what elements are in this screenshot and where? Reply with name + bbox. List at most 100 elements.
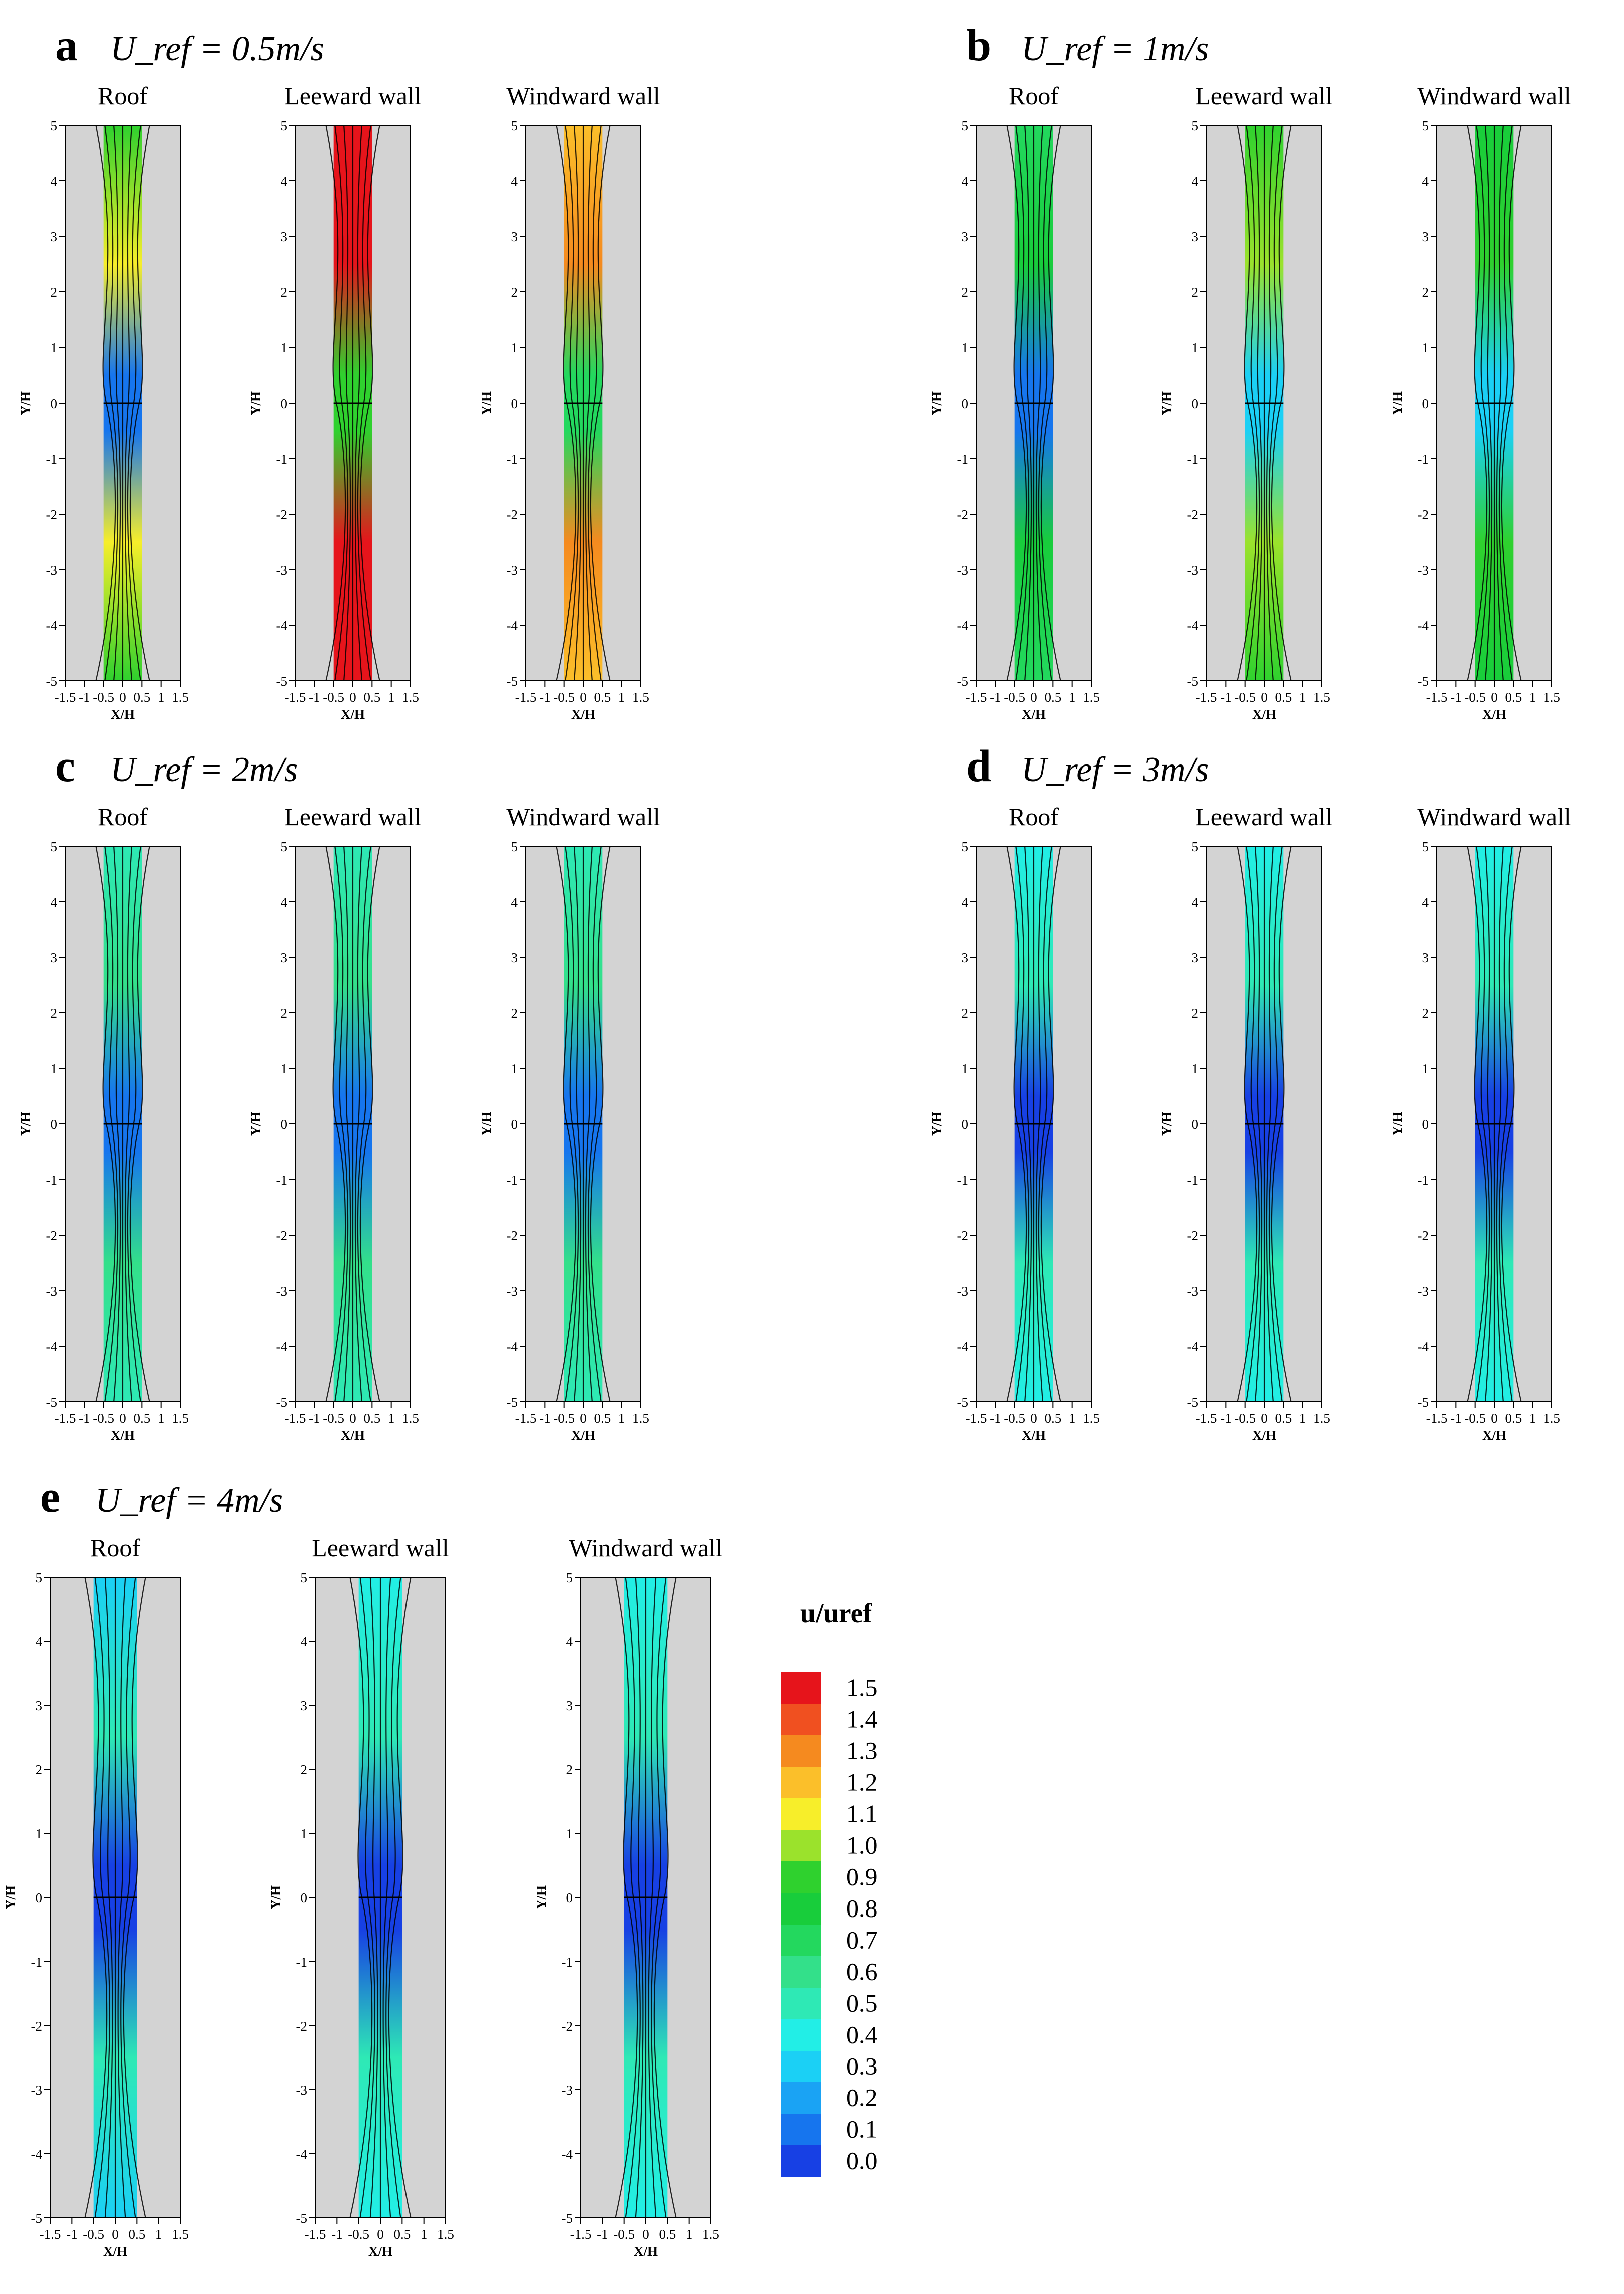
x-tick-label: -1.5 <box>515 1411 537 1426</box>
x-tick-label: 1 <box>1529 1411 1536 1426</box>
y-tick-label: -1 <box>507 452 518 467</box>
y-tick-label: -2 <box>31 2019 43 2034</box>
x-tick-label: -1 <box>539 1411 551 1426</box>
x-axis-label: X/H <box>341 1428 365 1443</box>
y-tick-label: -5 <box>46 1395 58 1410</box>
y-tick-label: -1 <box>1418 1173 1429 1188</box>
x-tick-label: 0 <box>1030 1411 1037 1426</box>
panel-title: Roof <box>98 803 148 831</box>
x-tick-label: -0.5 <box>83 2227 104 2242</box>
colorbar-level-label: 0.7 <box>846 1926 878 1954</box>
y-tick-label: -2 <box>276 1228 288 1243</box>
y-tick-label: 1 <box>962 1061 969 1076</box>
y-tick-label: 4 <box>301 1634 308 1649</box>
x-tick-label: 0.5 <box>659 2227 676 2242</box>
x-tick-label: 1.5 <box>1083 690 1100 705</box>
y-tick-label: 2 <box>962 1006 969 1021</box>
x-tick-label: 0 <box>1491 690 1498 705</box>
x-tick-label: 1 <box>1069 690 1076 705</box>
colorbar-level-label: 1.3 <box>846 1737 878 1765</box>
y-tick-label: -2 <box>296 2019 308 2034</box>
panel-title: Windward wall <box>1417 82 1571 110</box>
colorbar-swatch <box>781 2114 821 2145</box>
x-tick-label: -1 <box>1220 690 1232 705</box>
y-tick-label: -1 <box>562 1955 573 1970</box>
y-tick-label: 4 <box>51 174 58 189</box>
y-axis-label: Y/H <box>1390 391 1405 415</box>
x-tick-label: -0.5 <box>323 1411 344 1426</box>
y-tick-label: 4 <box>1422 174 1429 189</box>
x-tick-label: 0 <box>1261 1411 1268 1426</box>
colorbar-swatch <box>781 1893 821 1925</box>
y-tick-label: -1 <box>46 1173 58 1188</box>
x-tick-label: -0.5 <box>1234 1411 1256 1426</box>
y-tick-label: -1 <box>1187 1173 1199 1188</box>
panel-title: Leeward wall <box>1195 82 1332 110</box>
x-tick-label: 1 <box>158 690 165 705</box>
panel-title: Roof <box>1009 82 1059 110</box>
panel-title: Roof <box>1009 803 1059 831</box>
x-tick-label: -1 <box>66 2227 78 2242</box>
streamlines <box>95 125 150 681</box>
x-tick-label: 0.5 <box>1275 1411 1292 1426</box>
y-tick-label: -2 <box>507 507 518 522</box>
x-axis-label: X/H <box>1252 707 1276 722</box>
y-tick-label: 5 <box>1422 839 1429 854</box>
colorbar-level-label: 0.8 <box>846 1894 878 1923</box>
y-tick-label: 0 <box>301 1890 308 1905</box>
colorbar-swatch <box>781 2019 821 2051</box>
x-tick-label: 0 <box>580 690 587 705</box>
x-axis-label: X/H <box>634 2244 658 2259</box>
y-tick-label: -2 <box>1187 1228 1199 1243</box>
x-tick-label: -1.5 <box>966 1411 987 1426</box>
x-tick-label: 0 <box>642 2227 649 2242</box>
y-axis-label: Y/H <box>18 391 33 415</box>
x-tick-label: 1.5 <box>1543 1411 1560 1426</box>
y-tick-label: 3 <box>511 229 518 244</box>
y-tick-label: -5 <box>46 674 58 689</box>
x-tick-label: 1.5 <box>437 2227 454 2242</box>
panel-title: Windward wall <box>1417 803 1571 831</box>
x-tick-label: 0 <box>1030 690 1037 705</box>
y-tick-label: -1 <box>1418 452 1429 467</box>
x-tick-label: -0.5 <box>1464 690 1486 705</box>
y-tick-label: -3 <box>1418 1284 1429 1299</box>
y-tick-label: 4 <box>511 174 518 189</box>
x-tick-label: 0.5 <box>1505 690 1522 705</box>
case-title: U_ref = 2m/s <box>110 750 298 789</box>
y-tick-label: -4 <box>1187 1339 1199 1354</box>
y-tick-label: -5 <box>31 2211 43 2226</box>
x-tick-label: 0 <box>377 2227 384 2242</box>
x-tick-label: 1 <box>155 2227 162 2242</box>
x-tick-label: 0.5 <box>393 2227 411 2242</box>
y-tick-label: -2 <box>1187 507 1199 522</box>
y-tick-label: 0 <box>511 396 518 411</box>
streamlines <box>95 846 150 1402</box>
y-tick-label: 5 <box>511 118 518 133</box>
streamlines <box>1237 125 1292 681</box>
y-tick-label: 5 <box>566 1570 573 1585</box>
colorbar-level-label: 0.3 <box>846 2052 878 2080</box>
y-axis-label: Y/H <box>534 1885 549 1909</box>
colorbar-swatch <box>781 1988 821 2019</box>
colorbar-title: u/uref <box>800 1598 872 1628</box>
x-axis-label: X/H <box>368 2244 392 2259</box>
x-tick-label: 1 <box>158 1411 165 1426</box>
x-tick-label: 0.5 <box>128 2227 145 2242</box>
y-tick-label: -1 <box>46 452 58 467</box>
y-tick-label: -1 <box>507 1173 518 1188</box>
x-tick-label: -0.5 <box>1464 1411 1486 1426</box>
panel-e-0: Roof 5 4 3 2 1 0 -1 -2 -3 -4 -5-1.5 -1 -0.5 0 0.5 1 1.5 X/… <box>3 1534 189 2259</box>
colorbar-level-label: 1.4 <box>846 1705 878 1733</box>
case-title: U_ref = 4m/s <box>95 1481 283 1520</box>
x-tick-label: -1 <box>331 2227 343 2242</box>
x-tick-label: -1.5 <box>40 2227 61 2242</box>
x-tick-label: 0.5 <box>133 1411 150 1426</box>
x-tick-label: 1.5 <box>402 690 419 705</box>
y-tick-label: 1 <box>281 340 288 355</box>
y-tick-label: -1 <box>296 1955 308 1970</box>
